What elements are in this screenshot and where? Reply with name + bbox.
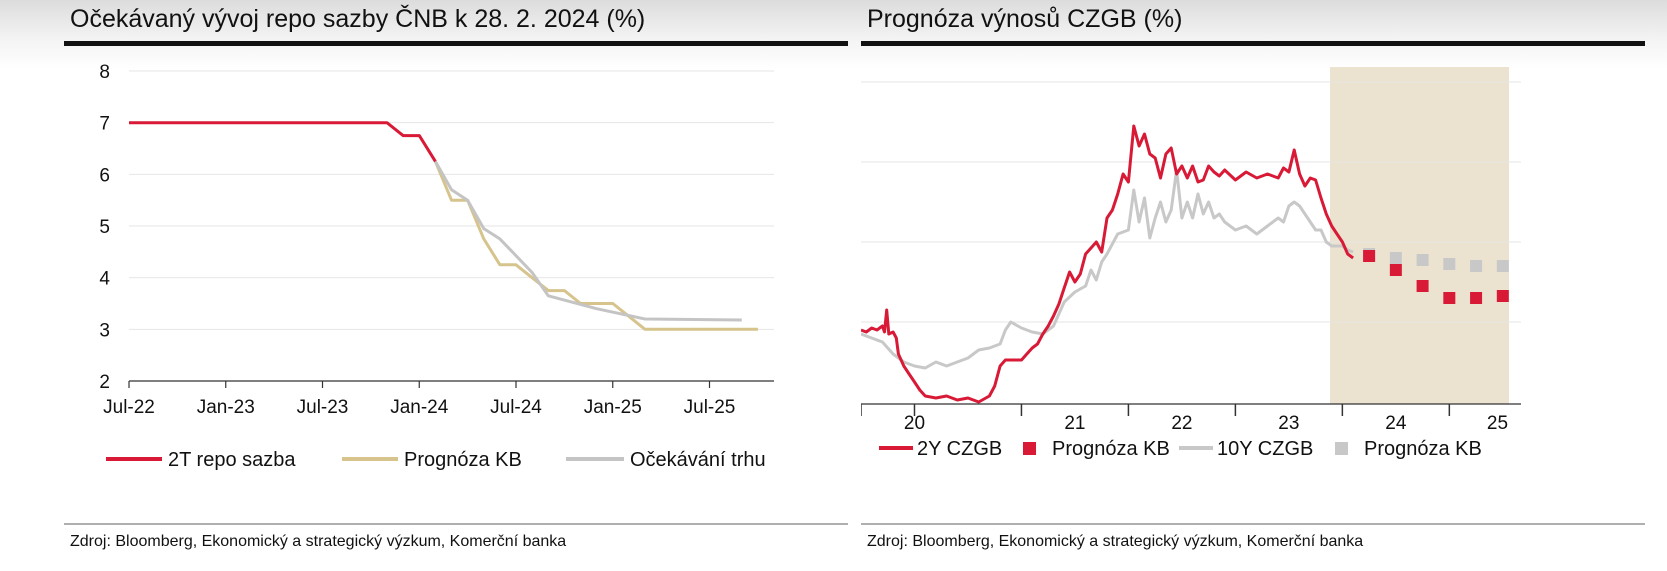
x-tick-label: 25 (1487, 413, 1508, 434)
series-line-10y-czgb (861, 168, 1354, 370)
x-tick-label: 20 (904, 413, 925, 434)
legend-label-10y-czgb: 10Y CZGB (1217, 438, 1313, 460)
y-tick-label: 2 (99, 372, 110, 393)
forecast-marker-10y (1443, 258, 1456, 270)
forecast-marker-10y (1496, 260, 1509, 272)
forecast-marker-2y (1496, 290, 1509, 302)
y-tick-label: 8 (99, 62, 110, 83)
forecast-marker-2y (1443, 292, 1456, 304)
left-chart-panel: Očekávaný vývoj repo sazby ČNB k 28. 2. … (64, 0, 848, 571)
x-tick-label: Jan-24 (390, 397, 449, 418)
legend-label-2y-czgb: 2Y CZGB (917, 438, 1002, 460)
left-source-note: Zdroj: Bloomberg, Ekonomický a strategic… (70, 533, 567, 550)
y-tick-label: 4 (99, 269, 110, 290)
x-tick-label: Jul-25 (684, 397, 736, 418)
forecast-marker-10y (1389, 252, 1402, 264)
right-title-rule (861, 41, 1645, 46)
forecast-marker-2y (1470, 292, 1483, 304)
x-tick-label: Jul-23 (297, 397, 349, 418)
forecast-shading (1330, 67, 1509, 404)
right-source-note: Zdroj: Bloomberg, Ekonomický a strategic… (867, 533, 1364, 550)
x-tick-label: 23 (1278, 413, 1299, 434)
series-line-2t-repo-sazba (129, 121, 437, 163)
legend-label-2t-repo-sazba: 2T repo sazba (168, 449, 296, 471)
forecast-marker-10y (1416, 254, 1429, 266)
series-line-2y-czgb (861, 124, 1354, 404)
right-footer-rule (861, 523, 1645, 525)
right-chart-title: Prognóza výnosů CZGB (%) (867, 5, 1183, 33)
left-title-rule (64, 41, 848, 46)
x-tick-label: Jul-22 (103, 397, 155, 418)
x-tick-label: 24 (1385, 413, 1407, 434)
y-tick-label: 7 (99, 114, 110, 135)
legend-label-prognoza-kb: Prognóza KB (404, 449, 522, 471)
forecast-marker-2y (1416, 280, 1429, 292)
x-tick-label: 22 (1171, 413, 1192, 434)
legend-swatch-prognoza-kb (1023, 442, 1036, 455)
repo-rate-chart: 2 3 4 5 6 7 8 Jul-22 Jan-23 Jul-23 Jan-24 Jul-24 Jan… (99, 62, 774, 471)
series-line-ocekavani-trhu (434, 160, 742, 322)
right-chart-panel: Prognóza výnosů CZGB (%) 024682021222324… (861, 0, 1645, 571)
legend-label-prognoza-kb: Prognóza KB (1364, 438, 1482, 460)
left-chart-title: Očekávaný vývoj repo sazby ČNB k 28. 2. … (70, 5, 646, 33)
legend-label-prognoza-kb: Prognóza KB (1052, 438, 1170, 460)
y-tick-label: 6 (99, 165, 110, 186)
y-tick-label: 5 (99, 217, 110, 238)
left-footer-rule (64, 523, 848, 525)
forecast-marker-10y (1470, 260, 1483, 272)
legend-label-ocekavani-trhu: Očekávání trhu (630, 449, 766, 471)
y-tick-label: 3 (99, 320, 110, 341)
x-tick-label: Jul-24 (490, 397, 542, 418)
legend-swatch-prognoza-kb (1335, 442, 1348, 455)
forecast-marker-2y (1363, 250, 1376, 262)
forecast-marker-2y (1389, 264, 1402, 276)
x-tick-label: Jan-25 (584, 397, 642, 418)
x-tick-label: Jan-23 (197, 397, 255, 418)
series-line-prognoza-kb (434, 160, 758, 331)
x-tick-label: 21 (1064, 413, 1085, 434)
